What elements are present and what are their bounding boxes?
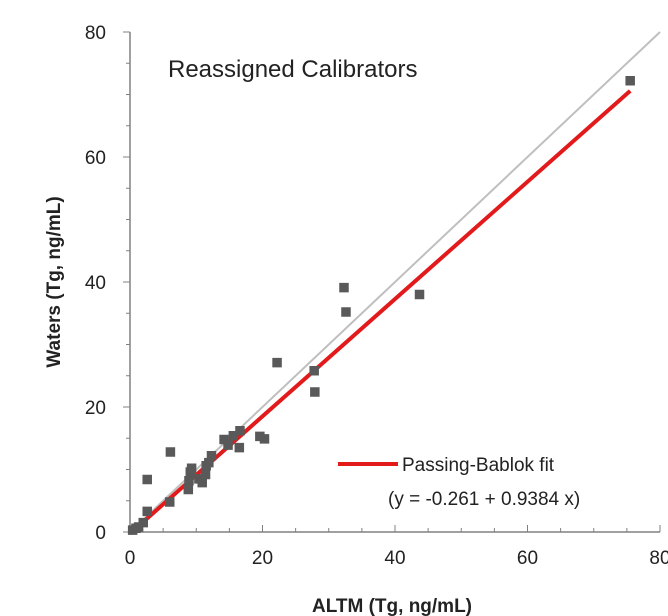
data-point [309,366,319,376]
data-point [204,457,214,468]
y-tick-label: 80 [85,23,106,44]
data-point [142,506,152,517]
data-point [138,517,148,528]
data-point [206,451,217,461]
data-point [142,474,152,485]
x-tick-label: 0 [125,548,136,569]
data-point [272,357,282,368]
y-tick-label: 20 [85,398,106,419]
y-tick-label: 0 [95,523,106,544]
y-tick-label: 60 [85,148,106,169]
x-tick-label: 60 [517,548,538,569]
identity-line [129,31,661,533]
data-point [165,447,176,457]
data-point [200,469,211,480]
legend-label: Passing-Bablok fit [402,455,555,476]
data-point [339,282,349,293]
data-point [234,442,245,453]
x-tick-label: 80 [649,548,668,569]
legend-equation: (y = -0.261 + 0.9384 x) [388,489,580,510]
data-point [184,476,194,486]
data-point [219,434,229,445]
data-point [341,307,351,317]
y-tick-label: 40 [85,273,106,294]
data-point [414,289,425,300]
x-axis-title: ALTM (Tg, ng/mL) [312,596,472,616]
data-point [625,76,635,86]
data-point [223,440,233,450]
axis-ticks: 0 20 40 60 80 0 20 40 60 80 [85,23,668,569]
data-point [259,434,270,444]
data-point [228,431,239,441]
data-point [197,477,207,488]
data-point [235,426,245,436]
x-tick-label: 40 [384,548,405,569]
data-points [127,76,635,535]
chart-title: Reassigned Calibrators [168,56,417,83]
x-tick-label: 20 [252,548,273,569]
y-axis-title: Waters (Tg, ng/mL) [44,196,65,367]
data-point [165,497,175,507]
data-point [183,484,194,495]
data-point [186,463,197,473]
legend: Passing-Bablok fit (y = -0.261 + 0.9384 … [338,455,580,510]
data-point [310,387,320,397]
